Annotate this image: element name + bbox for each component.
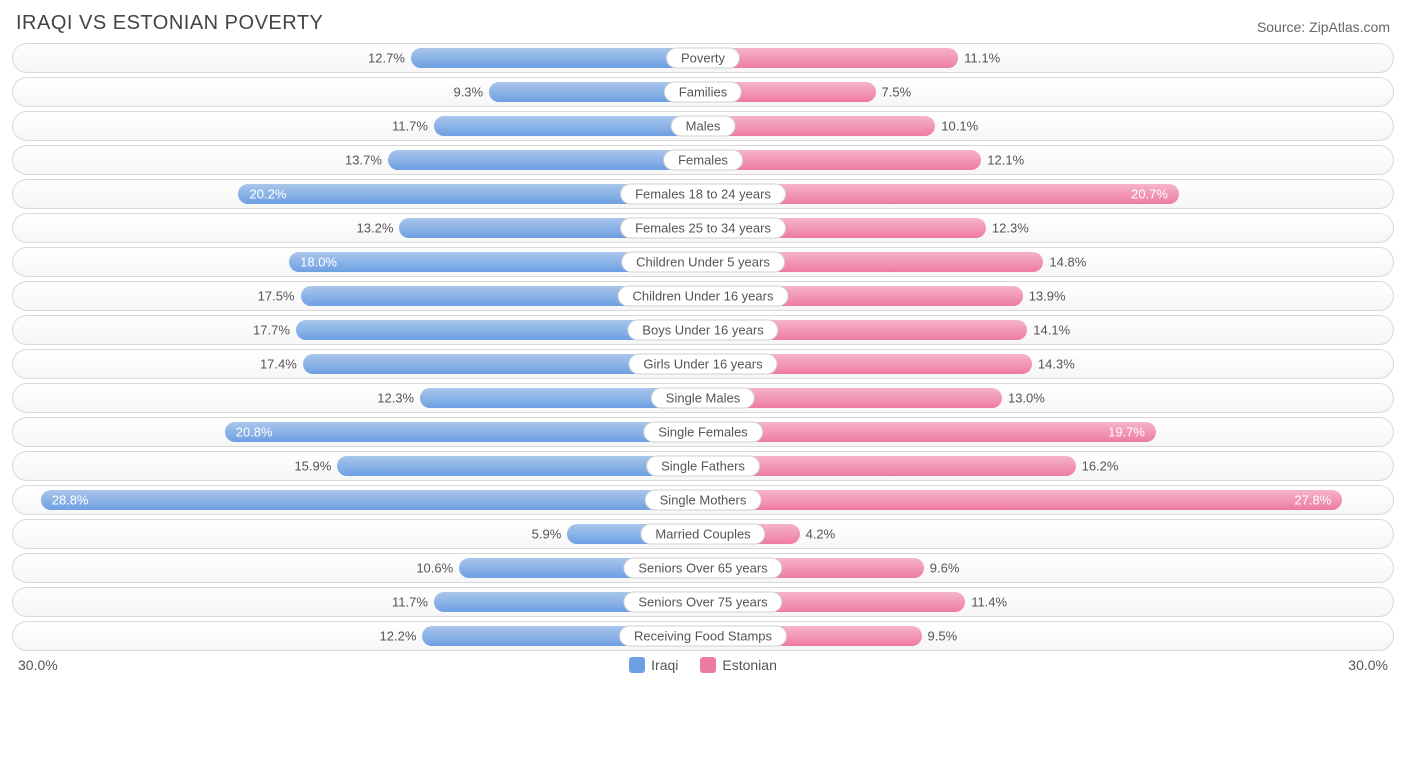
bar-left — [434, 116, 703, 136]
value-left: 17.4% — [260, 357, 297, 372]
chart-body: 12.7% 11.1% Poverty 9.3% 7.5% Families 11.7% 10… — [12, 43, 1394, 651]
legend-swatch-right — [700, 657, 716, 673]
chart-row: 28.8% 27.8% Single Mothers — [12, 485, 1394, 515]
chart-row: 12.3% 13.0% Single Males — [12, 383, 1394, 413]
chart-row: 20.2% 20.7% Females 18 to 24 years — [12, 179, 1394, 209]
chart-row: 9.3% 7.5% Families — [12, 77, 1394, 107]
category-label: Boys Under 16 years — [627, 320, 778, 341]
value-left: 20.2% — [250, 187, 287, 202]
value-right: 10.1% — [941, 119, 978, 134]
value-right: 19.7% — [1108, 425, 1145, 440]
category-label: Seniors Over 65 years — [623, 558, 782, 579]
bar-left — [388, 150, 703, 170]
chart-row: 15.9% 16.2% Single Fathers — [12, 451, 1394, 481]
category-label: Females — [663, 150, 743, 171]
category-label: Families — [664, 82, 742, 103]
chart-row: 11.7% 11.4% Seniors Over 75 years — [12, 587, 1394, 617]
chart-row: 13.7% 12.1% Females — [12, 145, 1394, 175]
legend-item-left: Iraqi — [629, 657, 678, 673]
category-label: Receiving Food Stamps — [619, 626, 787, 647]
value-right: 14.1% — [1033, 323, 1070, 338]
value-left: 11.7% — [392, 595, 428, 610]
value-left: 15.9% — [294, 459, 331, 474]
axis-max-left: 30.0% — [18, 657, 58, 673]
value-left: 9.3% — [453, 85, 483, 100]
chart-row: 17.7% 14.1% Boys Under 16 years — [12, 315, 1394, 345]
value-right: 13.9% — [1029, 289, 1066, 304]
value-right: 14.3% — [1038, 357, 1075, 372]
value-right: 14.8% — [1049, 255, 1086, 270]
category-label: Females 18 to 24 years — [620, 184, 786, 205]
value-right: 9.6% — [930, 561, 960, 576]
chart-row: 13.2% 12.3% Females 25 to 34 years — [12, 213, 1394, 243]
category-label: Children Under 5 years — [621, 252, 785, 273]
chart-row: 11.7% 10.1% Males — [12, 111, 1394, 141]
chart-source: Source: ZipAtlas.com — [1257, 19, 1390, 35]
legend-label-left: Iraqi — [651, 657, 678, 673]
chart-row: 5.9% 4.2% Married Couples — [12, 519, 1394, 549]
bar-left — [225, 422, 703, 442]
value-left: 10.6% — [416, 561, 453, 576]
chart-row: 12.2% 9.5% Receiving Food Stamps — [12, 621, 1394, 651]
value-right: 27.8% — [1294, 493, 1331, 508]
bar-right — [703, 116, 935, 136]
value-left: 12.7% — [368, 51, 405, 66]
value-right: 7.5% — [882, 85, 912, 100]
category-label: Single Females — [643, 422, 763, 443]
category-label: Children Under 16 years — [618, 286, 789, 307]
category-label: Single Males — [651, 388, 755, 409]
chart-row: 20.8% 19.7% Single Females — [12, 417, 1394, 447]
category-label: Females 25 to 34 years — [620, 218, 786, 239]
value-right: 12.3% — [992, 221, 1029, 236]
bar-right — [703, 150, 981, 170]
category-label: Single Fathers — [646, 456, 760, 477]
chart-title: IRAQI VS ESTONIAN POVERTY — [16, 12, 323, 35]
category-label: Seniors Over 75 years — [623, 592, 782, 613]
value-right: 4.2% — [806, 527, 836, 542]
value-right: 9.5% — [928, 629, 958, 644]
bar-right — [703, 422, 1156, 442]
bar-right — [703, 490, 1342, 510]
chart-header: IRAQI VS ESTONIAN POVERTY Source: ZipAtl… — [12, 12, 1394, 35]
value-right: 20.7% — [1131, 187, 1168, 202]
category-label: Single Mothers — [645, 490, 762, 511]
chart-row: 17.5% 13.9% Children Under 16 years — [12, 281, 1394, 311]
value-right: 12.1% — [987, 153, 1024, 168]
value-left: 5.9% — [532, 527, 562, 542]
value-left: 18.0% — [300, 255, 337, 270]
bar-left — [41, 490, 703, 510]
value-left: 12.3% — [377, 391, 414, 406]
chart-row: 10.6% 9.6% Seniors Over 65 years — [12, 553, 1394, 583]
value-left: 13.7% — [345, 153, 382, 168]
category-label: Girls Under 16 years — [628, 354, 777, 375]
value-left: 11.7% — [392, 119, 428, 134]
value-left: 12.2% — [380, 629, 417, 644]
bar-right — [703, 48, 958, 68]
value-left: 17.5% — [258, 289, 295, 304]
value-left: 28.8% — [52, 493, 89, 508]
chart-row: 12.7% 11.1% Poverty — [12, 43, 1394, 73]
legend-swatch-left — [629, 657, 645, 673]
chart-row: 18.0% 14.8% Children Under 5 years — [12, 247, 1394, 277]
legend-label-right: Estonian — [722, 657, 776, 673]
category-label: Poverty — [666, 48, 740, 69]
value-right: 13.0% — [1008, 391, 1045, 406]
category-label: Males — [671, 116, 736, 137]
legend-item-right: Estonian — [700, 657, 776, 673]
value-right: 16.2% — [1082, 459, 1119, 474]
axis-max-right: 30.0% — [1348, 657, 1388, 673]
bar-left — [411, 48, 703, 68]
chart-row: 17.4% 14.3% Girls Under 16 years — [12, 349, 1394, 379]
value-left: 20.8% — [236, 425, 273, 440]
chart-footer: 30.0% Iraqi Estonian 30.0% — [12, 657, 1394, 673]
value-left: 13.2% — [357, 221, 394, 236]
legend: Iraqi Estonian — [629, 657, 777, 673]
category-label: Married Couples — [640, 524, 765, 545]
value-left: 17.7% — [253, 323, 290, 338]
value-right: 11.1% — [964, 51, 1000, 66]
value-right: 11.4% — [971, 595, 1007, 610]
